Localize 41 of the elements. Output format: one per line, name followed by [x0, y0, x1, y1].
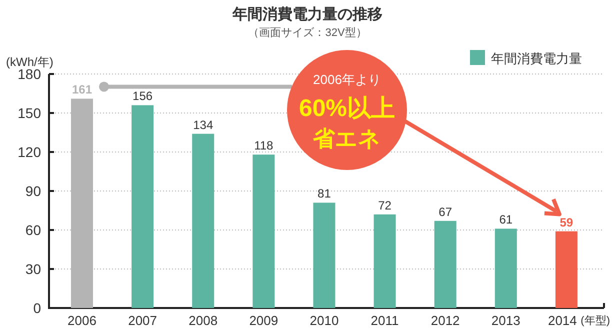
y-tick-label: 150 — [18, 105, 42, 121]
x-tick-label: 2007 — [128, 313, 158, 328]
x-tick-label: 2008 — [188, 313, 218, 328]
bar — [434, 220, 456, 308]
x-tick-label: 2011 — [370, 313, 399, 328]
bar — [313, 202, 336, 308]
y-tick-label: 90 — [25, 183, 42, 199]
x-tick-label: 2014 — [548, 313, 577, 328]
data-label: 61 — [499, 212, 513, 227]
bar — [192, 134, 214, 308]
x-axis-title: (年型) — [580, 315, 610, 327]
bar — [252, 154, 275, 308]
annotation: 省エネ — [312, 126, 381, 151]
data-label: 161 — [72, 82, 92, 97]
bar — [494, 228, 517, 308]
x-tick-label: 2006 — [68, 313, 96, 328]
data-label: 134 — [193, 118, 214, 132]
annotation: 2006年より — [313, 72, 381, 87]
data-label: 72 — [378, 198, 392, 212]
y-tick-label: 180 — [18, 66, 42, 82]
bar — [374, 214, 396, 308]
x-tick-label: 2010 — [310, 313, 339, 328]
y-axis-title: (kWh/年) — [6, 55, 54, 69]
y-tick-label: 60 — [25, 222, 42, 238]
x-tick-label: 2009 — [249, 313, 278, 328]
data-label: 67 — [438, 204, 452, 219]
data-label: 59 — [560, 215, 574, 230]
data-label: 81 — [318, 186, 332, 201]
y-tick-label: 30 — [25, 261, 42, 277]
legend-label: 年間消費電力量 — [491, 51, 582, 66]
y-tick-label: 120 — [18, 144, 42, 160]
chart-subtitle: （画面サイズ：32V型） — [248, 27, 367, 39]
y-tick-label: 0 — [33, 300, 42, 316]
data-label: 118 — [254, 138, 274, 153]
x-tick-label: 2013 — [491, 313, 520, 328]
x-tick-label: 2012 — [430, 313, 460, 328]
chart-title: 年間消費電力量の推移 — [232, 6, 382, 23]
data-label: 156 — [132, 89, 153, 104]
bar — [132, 105, 154, 308]
bar — [555, 231, 578, 308]
annotation: 60%以上 — [298, 95, 396, 122]
